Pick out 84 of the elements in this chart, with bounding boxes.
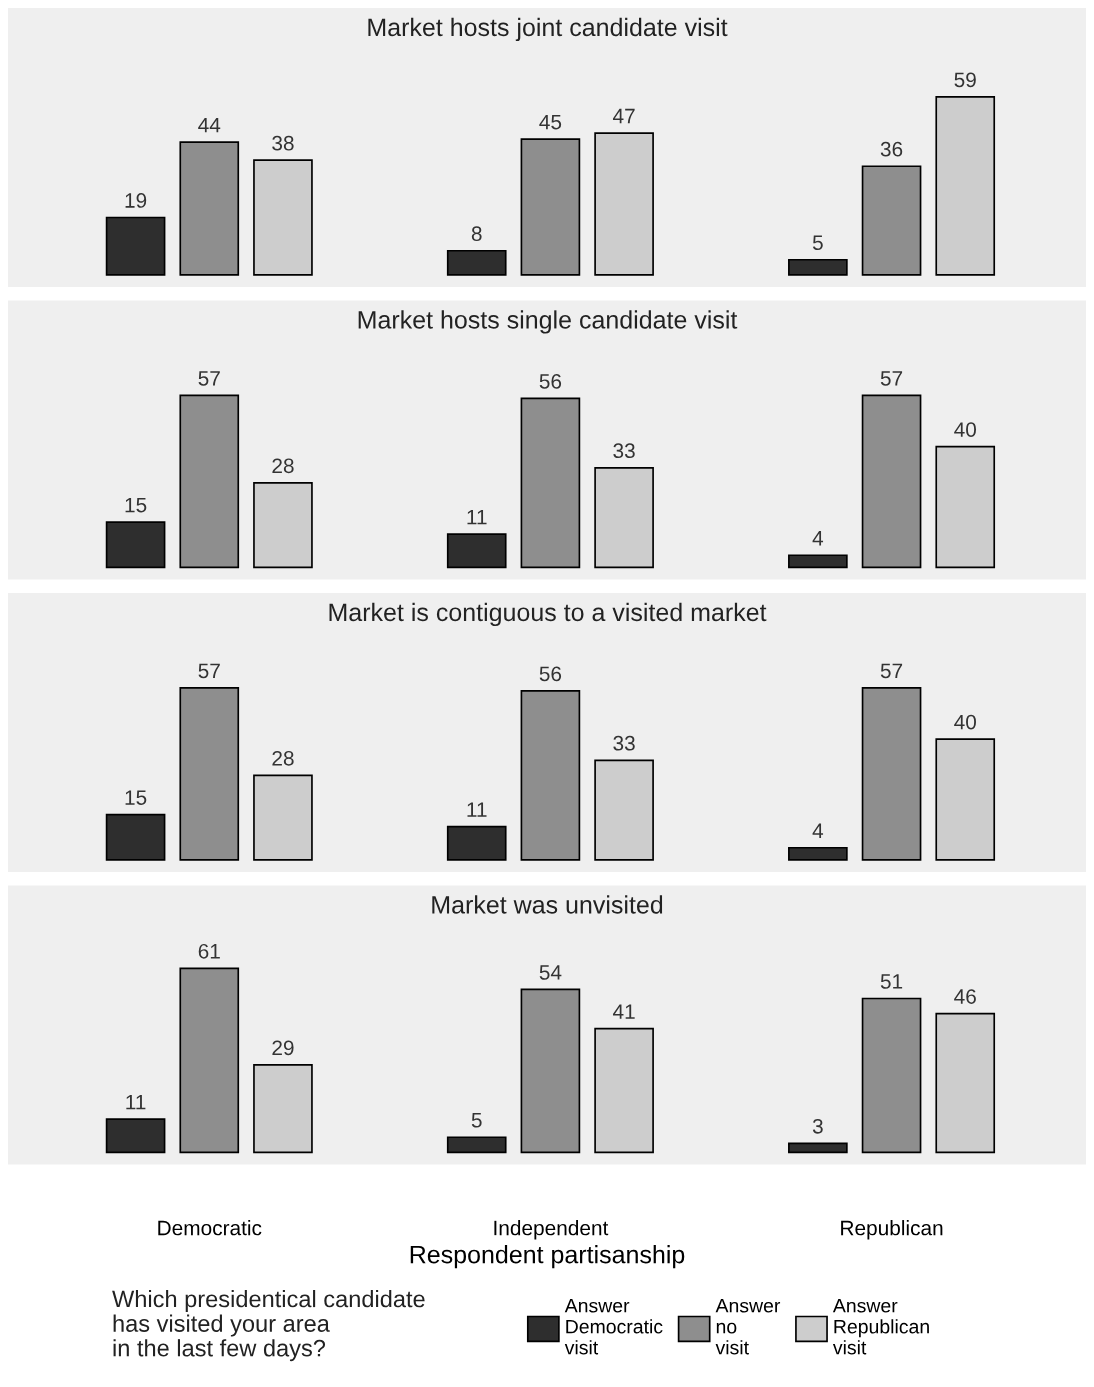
bar (594, 132, 654, 276)
legend-label: Answer Republican visit (832, 1298, 929, 1355)
data-label: 11 (467, 509, 487, 525)
bar (105, 1118, 166, 1154)
bar (253, 774, 313, 861)
bar (935, 445, 996, 569)
data-label: 45 (539, 114, 562, 130)
data-label: 4 (812, 531, 824, 546)
bar (520, 690, 581, 861)
bar (788, 1142, 848, 1154)
bar (446, 1136, 507, 1154)
data-label: 33 (613, 443, 635, 459)
data-label: 41 (612, 1004, 635, 1019)
data-label: 38 (272, 135, 294, 151)
bar (446, 533, 507, 569)
data-label: 47 (612, 108, 635, 124)
data-label: 4 (812, 823, 824, 838)
data-label: 57 (198, 663, 220, 679)
data-label: 51 (880, 974, 903, 989)
data-label: 19 (125, 193, 147, 208)
bar (105, 521, 166, 569)
x-tick-label: Republican (841, 1220, 943, 1240)
data-label: 28 (272, 458, 294, 474)
data-label: 29 (272, 1040, 294, 1056)
data-label: 44 (198, 117, 221, 133)
bar (520, 397, 581, 569)
bar (179, 394, 240, 569)
bar (788, 554, 848, 569)
chart-title: Market is contiguous to a visited market (329, 602, 767, 627)
bar (105, 813, 166, 861)
data-label: 40 (954, 422, 977, 437)
data-label: 11 (467, 802, 487, 817)
data-label: 57 (880, 663, 903, 679)
data-label: 33 (613, 735, 635, 751)
legend-title: Which presidentical candidate has visited your area in the last few days? (112, 1290, 425, 1362)
x-axis-title: Respondent partisanship (410, 1245, 685, 1269)
bar (253, 159, 313, 276)
bar (861, 687, 922, 861)
data-label: 46 (954, 989, 976, 1004)
data-label: 28 (272, 750, 294, 766)
x-tick-label: Democratic (158, 1220, 262, 1236)
bar (935, 1012, 996, 1154)
legend-label: Answer no visit (715, 1298, 781, 1355)
data-label: 36 (880, 141, 903, 157)
data-label: 56 (539, 373, 562, 389)
data-label: 5 (812, 235, 823, 251)
data-label: 56 (539, 666, 562, 682)
bar (520, 988, 581, 1154)
bar (788, 846, 848, 861)
legend-label: Answer Democratic visit (564, 1298, 663, 1355)
bar (594, 466, 654, 569)
bar (446, 249, 507, 276)
bar (253, 482, 313, 569)
chart-title: Market was unvisited (432, 895, 663, 914)
bar (594, 759, 654, 861)
bar (253, 1064, 313, 1154)
bar (446, 825, 507, 861)
x-tick-label: Independent (494, 1220, 609, 1240)
data-label: 8 (471, 226, 482, 242)
bar (861, 997, 922, 1154)
data-label: 11 (126, 1094, 146, 1110)
chart-title: Market hosts single candidate visit (358, 310, 738, 334)
data-label: 61 (198, 943, 220, 959)
data-label: 54 (539, 965, 562, 980)
data-label: 3 (812, 1118, 823, 1134)
data-label: 40 (954, 714, 977, 730)
bar (179, 967, 240, 1154)
data-label: 15 (125, 790, 147, 805)
bar (594, 1027, 654, 1154)
bar (935, 738, 996, 861)
data-label: 5 (471, 1113, 482, 1128)
bar (179, 687, 240, 861)
bar (935, 96, 996, 276)
data-label: 15 (125, 497, 147, 513)
bar (179, 141, 240, 276)
bar (105, 216, 166, 276)
bar (520, 138, 581, 276)
data-label: 57 (880, 371, 903, 386)
bar (861, 394, 922, 569)
bar (861, 165, 922, 276)
data-label: 59 (954, 72, 976, 88)
chart-title: Market hosts joint candidate visit (368, 17, 728, 42)
bar (788, 258, 848, 276)
data-label: 57 (198, 371, 220, 386)
